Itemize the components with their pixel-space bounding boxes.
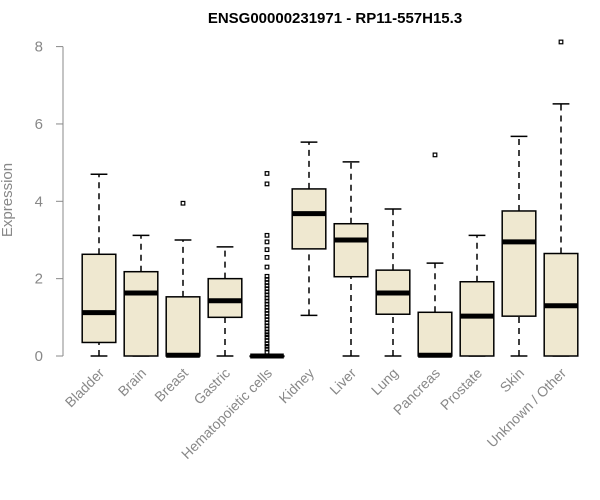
box-9 [459,234,495,357]
x-tick-label-6: Liver [326,365,359,398]
box-8 [417,152,453,358]
outlier-4-5 [264,335,270,340]
box-3 [207,246,243,357]
x-tick-label-7: Lung [368,365,401,398]
outlier-4-30 [264,232,270,238]
x-tick-label-11: Unknown / Other [484,365,570,451]
x-tick-label-1: Brain [115,365,149,399]
chart-title: ENSG00000231971 - RP11-557H15.3 [208,10,462,27]
box-5 [291,141,327,317]
x-tick-label-2: Breast [151,365,191,405]
box-rect-9 [459,280,495,357]
outlier-4-25 [264,273,270,279]
x-tick-label-8: Pancreas [390,365,443,418]
box-1 [123,234,159,357]
box-11 [543,39,579,357]
outlier-4-26 [264,264,270,270]
y-tick-label-4: 8 [35,39,43,56]
outlier-4-29 [264,239,270,245]
box-rect-8 [417,311,453,357]
outlier-11-0 [558,39,564,45]
outlier-8-0 [432,152,438,158]
y-axis-label: Expression [0,163,16,237]
outlier-4-6 [264,332,270,338]
y-axis: 0 2 4 6 8 [35,39,64,365]
x-tick-label-0: Bladder [62,365,108,411]
box-rect-0 [81,253,117,344]
box-0 [81,173,117,357]
outlier-4-1 [264,346,270,352]
box-rect-10 [501,210,537,317]
outlier-4-28 [264,247,270,253]
outlier-4-27 [264,254,270,260]
box-6 [333,161,369,357]
y-tick-label-0: 0 [35,348,43,365]
box-rect-3 [207,277,243,319]
box-group [81,39,579,359]
box-rect-6 [333,222,369,278]
box-7 [375,208,411,357]
x-tick-label-5: Kidney [276,365,318,407]
box-4 [249,171,285,359]
x-tick-label-9: Prostate [437,365,485,413]
outlier-4-32 [264,171,270,176]
outlier-4-2 [264,343,270,349]
y-tick-label-1: 2 [35,271,43,288]
box-rect-1 [123,270,159,357]
x-tick-label-10: Skin [497,365,528,396]
box-rect-5 [291,188,327,250]
y-tick-label-2: 4 [35,193,43,210]
outlier-4-31 [264,181,270,187]
box-10 [501,135,537,357]
outlier-2-0 [180,200,186,206]
box-rect-2 [165,296,201,357]
box-2 [165,200,201,358]
y-tick-label-3: 6 [35,116,43,133]
